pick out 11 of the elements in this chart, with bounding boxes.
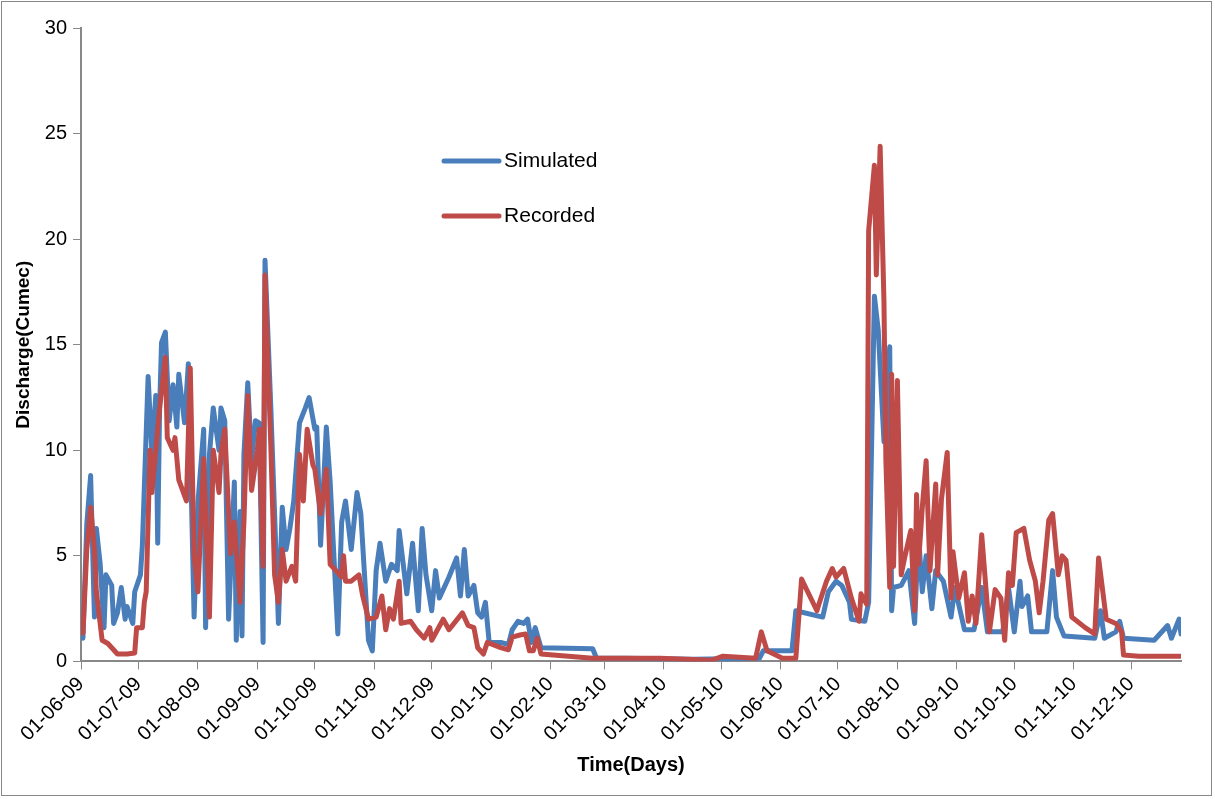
y-tick-label: 20	[44, 226, 68, 249]
y-tick-label: 25	[44, 121, 68, 144]
y-tick-label: 10	[44, 437, 68, 460]
y-tick-label: 0	[55, 648, 68, 671]
y-tick-label: 30	[44, 15, 68, 38]
x-axis-title: Time(Days)	[577, 752, 685, 775]
legend-label: Simulated	[504, 147, 598, 171]
y-axis-title: Discharge(Cumec)	[11, 260, 33, 429]
y-tick-label: 5	[55, 543, 68, 566]
legend-label: Recorded	[504, 202, 596, 226]
y-tick-label: 15	[44, 332, 68, 355]
